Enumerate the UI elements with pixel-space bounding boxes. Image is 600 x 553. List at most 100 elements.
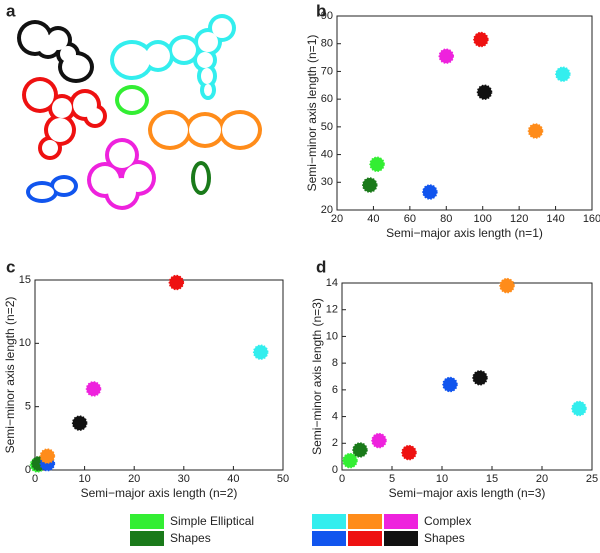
shape-inner [30,185,54,199]
shape-inner [62,55,90,79]
y-tick-label: 5 [25,401,31,413]
x-tick-label: 5 [389,473,395,485]
shape-inner [146,44,170,68]
x-axis-label: Semi−major axis length (n=2) [81,486,238,500]
legend-swatch [384,514,418,529]
x-tick-label: 10 [78,473,90,485]
shape-outlines [17,14,262,210]
shape-inner [42,140,58,156]
y-tick-label: 20 [321,204,333,216]
y-tick-label: 10 [326,330,338,342]
shape-inner [222,114,258,146]
y-tick-label: 4 [332,410,338,422]
point [254,345,268,359]
point [423,185,437,199]
y-tick-label: 50 [321,121,333,133]
point [556,67,570,81]
shape-inner [189,116,221,144]
y-axis-label: Semi−minor axis length (n=2) [3,297,17,454]
shape-inner [52,98,72,118]
y-tick-label: 60 [321,93,333,105]
x-tick-label: 50 [277,473,289,485]
point [353,443,367,457]
legend-swatch [130,514,164,529]
legend-label: Simple Elliptical [170,514,254,528]
shape-inner [119,89,145,111]
shape-inner [26,81,54,109]
shape-inner [48,118,72,142]
y-tick-label: 10 [19,337,31,349]
x-tick-label: 0 [32,473,38,485]
y-axis-label: Semi−minor axis length (n=1) [305,35,319,192]
point [402,446,416,460]
x-tick-label: 120 [510,213,528,225]
point [473,371,487,385]
point [87,382,101,396]
legend-label: Shapes [424,531,465,545]
x-tick-label: 40 [227,473,239,485]
x-tick-label: 10 [436,473,448,485]
y-tick-label: 80 [321,38,333,50]
shape-inner [54,179,74,193]
point [474,33,488,47]
point [443,378,457,392]
y-tick-label: 8 [332,357,338,369]
x-tick-label: 30 [178,473,190,485]
x-tick-label: 100 [474,213,492,225]
shape-inner [114,44,150,76]
point [529,124,543,138]
legend-swatch [130,531,164,546]
y-tick-label: 14 [326,277,338,289]
point [363,178,377,192]
shape-inner [87,108,103,124]
axes-box [35,280,283,470]
y-tick-label: 90 [321,10,333,22]
shape-inner [172,39,196,61]
x-tick-label: 20 [128,473,140,485]
y-tick-label: 6 [332,384,338,396]
x-tick-label: 80 [440,213,452,225]
shape-inner [201,68,213,84]
x-tick-label: 60 [404,213,416,225]
x-axis-label: Semi−major axis length (n=3) [389,486,546,500]
legend-swatch [312,514,346,529]
shape-inner [109,142,135,168]
y-tick-label: 0 [332,464,338,476]
shape-inner [195,165,207,191]
x-tick-label: 140 [546,213,564,225]
panel-label: a [6,1,16,20]
panel-label: d [316,257,326,276]
point [439,49,453,63]
x-tick-label: 160 [583,213,600,225]
shape-inner [197,52,213,68]
y-tick-label: 2 [332,437,338,449]
legend-label: Complex [424,514,471,528]
x-tick-label: 25 [586,473,598,485]
x-tick-label: 20 [536,473,548,485]
x-axis-label: Semi−major axis length (n=1) [386,226,543,240]
y-tick-label: 70 [321,65,333,77]
legend-swatch [312,531,346,546]
y-tick-label: 30 [321,176,333,188]
shape-inner [204,84,212,96]
point [370,157,384,171]
x-tick-label: 0 [339,473,345,485]
shape-inner [108,178,136,206]
y-tick-label: 15 [19,274,31,286]
panel-label: c [6,257,15,276]
legend-swatch [348,514,382,529]
point [478,85,492,99]
shape-inner [152,114,188,146]
x-tick-label: 15 [486,473,498,485]
y-tick-label: 12 [326,304,338,316]
point [169,276,183,290]
legend-swatch [348,531,382,546]
point [73,416,87,430]
point [372,434,386,448]
point [40,449,54,463]
point [572,402,586,416]
shape-inner [212,18,232,38]
point [500,279,514,293]
legend-swatch [384,531,418,546]
